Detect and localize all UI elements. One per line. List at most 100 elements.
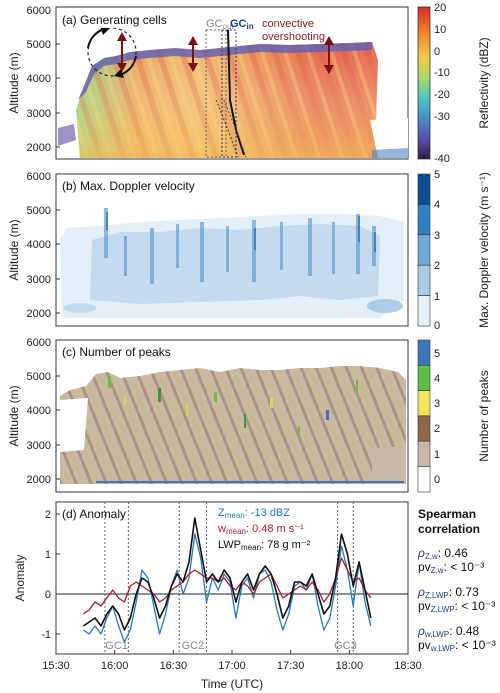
cbtick-c-0: 0 bbox=[434, 474, 440, 486]
peaks-specks bbox=[108, 376, 358, 438]
legend-z: Zmean: -13 dBZ bbox=[218, 507, 290, 520]
gc-label-1: GC1 bbox=[105, 640, 128, 652]
cbtick-a-0: 0 bbox=[434, 46, 440, 58]
spearman-pv-2: pvZ,LWP: < 10⁻³ bbox=[418, 599, 495, 614]
circulation-icon bbox=[87, 26, 137, 78]
gc-out-box bbox=[205, 29, 227, 158]
cbtick-a-m10: -10 bbox=[434, 67, 450, 79]
ytick-b-6000: 6000 bbox=[27, 171, 51, 183]
panel-b: (b) Max. Doppler velocity Altitude (m) 2… bbox=[7, 169, 491, 332]
overshoot-arrow-2 bbox=[324, 36, 334, 74]
ytick-a-4000: 4000 bbox=[27, 73, 51, 85]
panel-a: GCout GCin convective overshooting (a) G… bbox=[7, 2, 491, 165]
anomaly-legend: Zmean: -13 dBZ wmean: 0.48 m s⁻¹ LWPmean… bbox=[217, 507, 311, 552]
gc-label-2: GC2 bbox=[182, 640, 205, 652]
cbtick-b-3: 3 bbox=[434, 230, 440, 242]
panel-a-ylabel: Altitude (m) bbox=[7, 52, 21, 113]
cbtick-a-10: 10 bbox=[434, 24, 446, 36]
panel-d-xlabel: Time (UTC) bbox=[201, 677, 263, 691]
xtick-5: 18:00 bbox=[336, 660, 364, 672]
ytick-a-5000: 5000 bbox=[27, 39, 51, 51]
legend-w: wmean: 0.48 m s⁻¹ bbox=[217, 523, 304, 536]
panel-b-title: (b) Max. Doppler velocity bbox=[62, 179, 195, 193]
series-line-z bbox=[83, 533, 372, 643]
cbtick-b-0: 0 bbox=[434, 320, 440, 332]
anomaly-plot-area: GC1 GC2 GC3 -1 0 1 2 15:30 16:00 16:30 17:00 17:30 1… bbox=[41, 502, 422, 672]
gc-track bbox=[227, 29, 245, 156]
gc-in-box bbox=[221, 29, 237, 158]
colorbar-b-ticks: 5 4 3 2 1 0 bbox=[434, 169, 440, 332]
cbtick-c-4: 4 bbox=[434, 373, 440, 385]
panel-a-title: (a) Generating cells bbox=[62, 13, 167, 27]
colorbar-c-ticks: 5 4 3 2 1 0 bbox=[434, 348, 440, 486]
colorbar-b-label: Max. Doppler velocity (m s⁻¹) bbox=[477, 172, 491, 328]
colorbar-peaks bbox=[417, 339, 431, 493]
ytick-c-4000: 4000 bbox=[27, 405, 51, 417]
ytick-c-2000: 2000 bbox=[27, 474, 51, 486]
panel-c: (c) Number of peaks Altitude (m) 2000 30… bbox=[7, 337, 491, 493]
panel-c-ylabel: Altitude (m) bbox=[7, 385, 21, 446]
spearman-title-1: Spearman bbox=[418, 507, 476, 521]
panel-d: GC1 GC2 GC3 -1 0 1 2 15:30 16:00 16:30 17:00 17:30 1… bbox=[13, 501, 422, 691]
colorbar-c-label: Number of peaks bbox=[477, 370, 491, 461]
cbtick-c-1: 1 bbox=[434, 449, 440, 461]
panel-a-yticks: 2000 3000 4000 5000 6000 bbox=[27, 5, 60, 154]
overshoot-arrow-1 bbox=[188, 36, 198, 72]
ytick-d-2: 1 bbox=[45, 549, 51, 561]
xtick-2: 16:30 bbox=[160, 660, 188, 672]
ytick-b-2000: 2000 bbox=[27, 308, 51, 320]
cbtick-b-4: 4 bbox=[434, 199, 440, 211]
spearman-title-2: correlation bbox=[418, 522, 480, 536]
panel-b-ylabel: Altitude (m) bbox=[7, 219, 21, 280]
ytick-c-3000: 3000 bbox=[27, 440, 51, 452]
xtick-1: 16:00 bbox=[101, 660, 129, 672]
colorbar-a-label: Reflectivity (dBZ) bbox=[477, 37, 491, 128]
cbtick-a-m20: -20 bbox=[434, 89, 450, 101]
ytick-d-0: -1 bbox=[41, 629, 51, 641]
spearman-pv-1: pvZ,w: < 10⁻³ bbox=[418, 560, 484, 575]
convective-label: convective bbox=[262, 18, 314, 30]
panel-d-ylabel: Anomaly bbox=[13, 555, 27, 602]
cbtick-b-2: 2 bbox=[434, 260, 440, 272]
xtick-3: 17:00 bbox=[218, 660, 246, 672]
ytick-a-6000: 6000 bbox=[27, 5, 51, 17]
cbtick-c-3: 3 bbox=[434, 398, 440, 410]
spearman-rho-1: ρZ,w: 0.46 bbox=[417, 546, 468, 561]
cbtick-c-2: 2 bbox=[434, 423, 440, 435]
ytick-b-4000: 4000 bbox=[27, 239, 51, 251]
panel-c-title: (c) Number of peaks bbox=[62, 345, 171, 359]
cbtick-c-5: 5 bbox=[434, 348, 440, 360]
overshooting-label: overshooting bbox=[262, 31, 325, 43]
ytick-c-5000: 5000 bbox=[27, 371, 51, 383]
spearman-rho-3: ρw,LWP: 0.48 bbox=[417, 624, 480, 639]
gc-out-label: GCout bbox=[206, 18, 234, 31]
xtick-6: 18:30 bbox=[394, 660, 422, 672]
panel-b-yticks: 2000 3000 4000 5000 6000 bbox=[27, 171, 60, 320]
colorbar-a-ticks: 20 10 0 -10 -20 -30 -40 bbox=[434, 2, 450, 165]
cbtick-a-20: 20 bbox=[434, 2, 446, 14]
spearman-pv-3: pvw,LWP: < 10⁻³ bbox=[418, 638, 496, 653]
cbtick-b-5: 5 bbox=[434, 169, 440, 181]
gc-in-label: GCin bbox=[230, 18, 254, 31]
spearman-rho-2: ρZ,LWP: 0.73 bbox=[417, 585, 479, 600]
doppler-streaks bbox=[104, 208, 376, 284]
ytick-b-3000: 3000 bbox=[27, 274, 51, 286]
ytick-c-6000: 6000 bbox=[27, 337, 51, 349]
series-line-w bbox=[83, 557, 372, 615]
series-line-lwp bbox=[82, 517, 372, 631]
ytick-a-3000: 3000 bbox=[27, 108, 51, 120]
colorbar-reflectivity bbox=[417, 6, 431, 160]
xtick-4: 17:30 bbox=[277, 660, 305, 672]
ytick-a-2000: 2000 bbox=[27, 142, 51, 154]
cbtick-a-m40: -40 bbox=[434, 153, 450, 165]
xtick-0: 15:30 bbox=[42, 660, 70, 672]
panel-c-yticks: 2000 3000 4000 5000 6000 bbox=[27, 337, 60, 486]
colorbar-doppler bbox=[417, 173, 431, 327]
ytick-b-5000: 5000 bbox=[27, 205, 51, 217]
ytick-d-1: 0 bbox=[45, 589, 51, 601]
legend-lwp: LWPmean: 78 g m⁻² bbox=[218, 539, 311, 552]
gc-label-3: GC3 bbox=[334, 640, 357, 652]
